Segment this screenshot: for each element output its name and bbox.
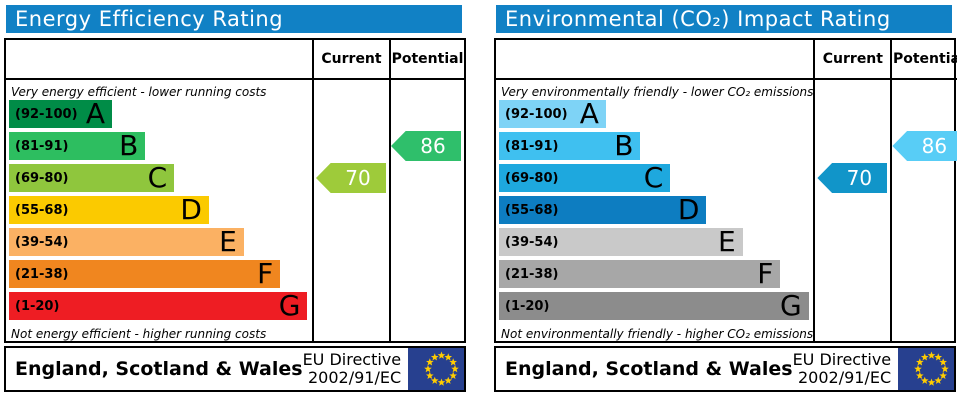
band-letter: B: [614, 129, 634, 162]
energy-band-d: (55-68) D: [9, 196, 209, 224]
energy-rating-chart: Current Potential Very energy efficient …: [4, 38, 466, 343]
co2-potential-column-header: Potential: [890, 40, 957, 80]
energy-top-note: Very energy efficient - lower running co…: [11, 85, 267, 99]
band-letter: G: [779, 289, 802, 322]
band-letter: G: [278, 289, 301, 322]
energy-bottom-note: Not energy efficient - higher running co…: [11, 327, 267, 341]
co2-corner-cell: [496, 40, 814, 80]
co2-band-d: (55-68) D: [499, 193, 707, 226]
energy-current-arrow: 70: [316, 163, 386, 193]
energy-current-cell: 70: [312, 80, 389, 342]
eu-directive-line2: 2002/91/EC: [308, 368, 402, 387]
band-range-label: (21-38): [505, 266, 559, 282]
region-label: England, Scotland & Wales: [15, 358, 303, 380]
co2-current-cell: 70: [813, 80, 890, 342]
band-range-label: (55-68): [505, 202, 559, 218]
eu-flag-icon: [408, 348, 464, 390]
band-letter: A: [579, 97, 599, 130]
band-range-label: (21-38): [15, 266, 69, 282]
eu-directive-line2: 2002/91/EC: [798, 368, 892, 387]
co2-potential-arrow: 86: [892, 131, 957, 161]
band-range-label: (81-91): [505, 138, 559, 154]
co2-footer: England, Scotland & Wales EU Directive 2…: [494, 346, 956, 392]
eu-directive-label: EU Directive 2002/91/EC: [302, 349, 409, 388]
region-label: England, Scotland & Wales: [505, 358, 793, 380]
co2-current-column-header: Current: [813, 40, 891, 80]
band-letter: D: [677, 193, 700, 226]
co2-band-e: (39-54) E: [499, 228, 743, 256]
eu-directive-line1: EU Directive: [302, 349, 402, 369]
co2-bands-area: Very environmentally friendly - lower CO…: [496, 80, 813, 342]
co2-band-f: (21-38) F: [499, 257, 781, 290]
eu-directive-line1: EU Directive: [792, 349, 892, 369]
band-range-label: (92-100): [15, 106, 78, 122]
co2-potential-cell: 86: [890, 80, 957, 342]
band-range-label: (69-80): [505, 170, 559, 186]
co2-bars: (92-100) A (81-91) B (69-80) C (55-68) D: [498, 100, 813, 320]
band-range-label: (39-54): [505, 234, 559, 250]
co2-rating-chart: Current Potential Very environmentally f…: [494, 38, 957, 343]
energy-efficiency-panel: Energy Efficiency Rating Current Potenti…: [0, 0, 467, 392]
energy-band-g: (1-20) G: [9, 289, 308, 322]
band-range-label: (81-91): [15, 138, 69, 154]
energy-panel-title: Energy Efficiency Rating: [6, 5, 462, 33]
band-letter: E: [219, 225, 237, 258]
band-letter: F: [757, 257, 774, 290]
energy-potential-column-header: Potential: [389, 40, 464, 80]
energy-bands-area: Very energy efficient - lower running co…: [6, 80, 312, 342]
energy-corner-cell: [6, 40, 312, 80]
co2-impact-panel: Environmental (CO₂) Impact Rating Curren…: [490, 0, 957, 392]
co2-band-g: (1-20) G: [499, 292, 809, 320]
energy-band-c: (69-80) C: [9, 161, 175, 194]
energy-current-column-header: Current: [312, 40, 389, 80]
co2-current-arrow: 70: [817, 163, 888, 193]
energy-band-a: (92-100) A: [9, 97, 113, 130]
band-letter: D: [180, 193, 202, 226]
co2-panel-title: Environmental (CO₂) Impact Rating: [496, 5, 952, 33]
band-letter: A: [85, 97, 106, 130]
energy-potential-arrow: 86: [391, 131, 461, 161]
energy-bars: (92-100) A (81-91) B (69-80) C (55-68) D: [8, 100, 312, 320]
band-range-label: (69-80): [15, 170, 69, 186]
energy-band-f: (21-38) F: [9, 257, 281, 290]
band-range-label: (92-100): [505, 106, 568, 122]
band-letter: B: [119, 129, 139, 162]
co2-band-b: (81-91) B: [499, 129, 641, 162]
energy-footer: England, Scotland & Wales EU Directive 2…: [4, 346, 466, 392]
band-letter: C: [147, 161, 168, 194]
co2-top-note: Very environmentally friendly - lower CO…: [501, 85, 814, 99]
energy-potential-cell: 86: [389, 80, 464, 342]
co2-band-c: (69-80) C: [499, 161, 671, 194]
epc-rating-charts: Energy Efficiency Rating Current Potenti…: [0, 0, 957, 392]
band-range-label: (55-68): [15, 202, 69, 218]
band-range-label: (39-54): [15, 234, 69, 250]
band-letter: F: [257, 257, 274, 290]
band-letter: E: [717, 225, 736, 258]
co2-band-a: (92-100) A: [499, 100, 606, 128]
energy-band-e: (39-54) E: [9, 228, 244, 256]
co2-bottom-note: Not environmentally friendly - higher CO…: [501, 327, 814, 341]
eu-flag-icon: [898, 348, 954, 390]
eu-directive-label: EU Directive 2002/91/EC: [792, 349, 899, 388]
band-range-label: (1-20): [505, 298, 550, 314]
energy-band-b: (81-91) B: [9, 129, 146, 162]
band-letter: C: [643, 161, 664, 194]
band-range-label: (1-20): [15, 298, 60, 314]
